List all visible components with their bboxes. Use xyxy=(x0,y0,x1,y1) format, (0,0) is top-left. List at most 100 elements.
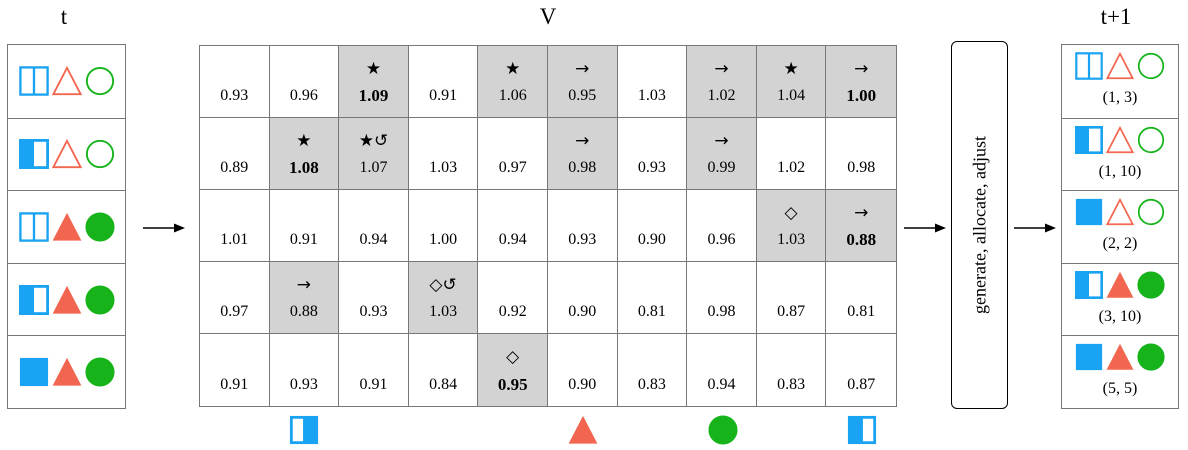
shape-group xyxy=(8,119,125,191)
cell-value: 0.93 xyxy=(289,376,318,393)
cell-value: 0.89 xyxy=(220,159,249,176)
matrix-cell: 0.94 xyxy=(339,190,409,262)
title-t-plus-1: t+1 xyxy=(1100,4,1132,29)
cell-value: 0.90 xyxy=(637,231,666,248)
matrix-cell: 0.97 xyxy=(200,262,270,334)
cell-value: 0.91 xyxy=(429,87,458,104)
matrix-cell: 0.89 xyxy=(200,118,270,190)
pair-label: (1, 3) xyxy=(1102,89,1138,106)
shape-group xyxy=(8,264,125,336)
cell-value: 1.03 xyxy=(429,159,458,176)
cell-value: 0.87 xyxy=(777,303,806,320)
matrix-cell: 0.94 xyxy=(478,190,548,262)
cell-value: 0.93 xyxy=(359,303,388,320)
state-row xyxy=(8,117,125,191)
square-half-filled-icon xyxy=(18,139,49,170)
state-row xyxy=(8,335,125,408)
triangle-filled-icon xyxy=(1106,344,1134,371)
square-filled-icon xyxy=(1075,344,1103,371)
pair-label: (2, 2) xyxy=(1102,235,1138,253)
cell-mark: ★ xyxy=(505,59,521,79)
triangle-outline-icon xyxy=(51,139,82,169)
shape-group xyxy=(1062,342,1178,372)
arrow-to-grid-icon xyxy=(143,223,185,233)
output-row: (2, 2) xyxy=(1062,190,1178,263)
triangle-outline-icon xyxy=(1106,125,1134,153)
state-row xyxy=(8,45,125,118)
cell-value: 0.91 xyxy=(289,231,318,248)
cell-value: 0.96 xyxy=(707,231,736,248)
triangle-outline-icon xyxy=(51,66,82,96)
triangle-outline-icon xyxy=(1106,52,1134,80)
circle-outline-icon xyxy=(1137,126,1165,153)
cell-value: 0.95 xyxy=(497,375,528,394)
matrix-cell: ★↺ 1.07 xyxy=(339,118,409,190)
matrix-cell: 0.97 xyxy=(478,118,548,190)
matrix-cell: → 1.02 xyxy=(687,46,757,118)
matrix-cell: 1.03 xyxy=(617,46,688,118)
cell-value: 0.94 xyxy=(498,231,527,248)
cell-value: 0.94 xyxy=(707,376,736,393)
pair-label: (1, 10) xyxy=(1098,162,1142,180)
matrix-cell: 0.87 xyxy=(756,262,827,334)
matrix-cell: 0.91 xyxy=(408,46,479,118)
cell-value: 0.83 xyxy=(777,376,806,393)
cell-value: 1.06 xyxy=(498,87,527,104)
cell-mark: → xyxy=(575,59,590,79)
matrix-cell: 0.93 xyxy=(617,118,688,190)
circle-outline-icon xyxy=(85,67,114,96)
cell-mark: → xyxy=(714,131,729,151)
shape-group xyxy=(1062,197,1178,227)
triangle-filled-icon xyxy=(52,358,81,386)
matrix-cell: 0.84 xyxy=(409,334,479,406)
square-outline-split-icon xyxy=(18,66,49,97)
cell-value: 0.91 xyxy=(359,376,388,393)
matrix-cell: 0.98 xyxy=(826,118,896,190)
shape-group xyxy=(1062,270,1178,300)
cell-value: 0.93 xyxy=(568,231,597,248)
matrix-cell: → 0.88 xyxy=(269,262,340,334)
matrix-cell: 1.02 xyxy=(756,118,827,190)
square-half-filled-icon xyxy=(1075,125,1103,154)
matrix-cell: → 0.88 xyxy=(826,190,896,262)
arrow-to-process-icon xyxy=(904,223,946,233)
matrix-cell: → 0.99 xyxy=(687,118,757,190)
circle-outline-icon xyxy=(1137,52,1165,80)
circle-filled-icon xyxy=(84,357,115,387)
cell-value: 0.84 xyxy=(429,376,458,393)
matrix-cell: → 1.00 xyxy=(826,46,896,118)
cell-mark: ★ xyxy=(783,59,799,79)
title-v: V xyxy=(539,4,557,29)
matrix-cell: 1.00 xyxy=(408,190,479,262)
cell-value: 1.03 xyxy=(429,303,458,320)
matrix-cell: → 0.98 xyxy=(547,118,618,190)
arrow-to-output-icon xyxy=(1014,223,1056,233)
cell-value: 0.99 xyxy=(707,159,736,176)
cell-value: 1.02 xyxy=(707,87,736,104)
matrix-cell: 0.93 xyxy=(547,190,618,262)
shape-group xyxy=(8,191,125,263)
matrix-cell: 1.01 xyxy=(200,190,270,262)
cell-value: 1.09 xyxy=(358,86,389,105)
matrix-cell: 0.91 xyxy=(339,334,409,406)
cell-mark: ★↺ xyxy=(358,131,389,151)
state-panel-t-plus-1: (1, 3) (1, 10) (2, 2) (3, 10) (5, 5) xyxy=(1061,44,1179,409)
pair-label: (3, 10) xyxy=(1098,307,1142,325)
matrix-cell: 0.93 xyxy=(270,334,340,406)
matrix-cell: 0.93 xyxy=(200,46,270,118)
output-row: (3, 10) xyxy=(1062,262,1178,336)
matrix-cell: 0.91 xyxy=(200,334,270,406)
cell-value: 0.93 xyxy=(637,159,666,176)
square-half-filled-icon xyxy=(1075,270,1103,299)
cell-mark: → xyxy=(575,131,590,151)
cell-mark: ◇ xyxy=(506,347,520,367)
cell-mark: → xyxy=(854,203,869,223)
cell-value: 0.94 xyxy=(359,231,388,248)
cell-mark: ★ xyxy=(365,59,382,79)
square-half-right-white-icon xyxy=(848,415,877,445)
circle-filled-icon xyxy=(1137,271,1165,299)
cell-value: 1.02 xyxy=(777,159,806,176)
cell-value: 0.90 xyxy=(568,376,597,393)
output-row: (1, 3) xyxy=(1062,45,1178,118)
cell-value: 1.08 xyxy=(289,158,319,177)
